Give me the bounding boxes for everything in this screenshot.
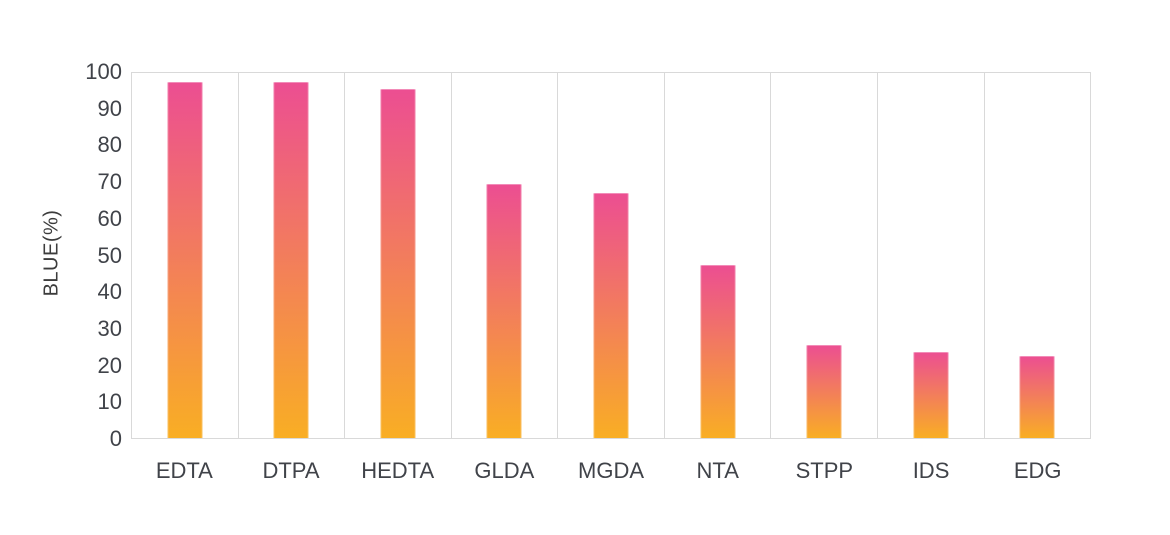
bar-edg [1019, 355, 1055, 438]
bar-glda [486, 184, 522, 438]
x-axis-label-mgda: MGDA [578, 458, 645, 483]
y-axis-tick-label: 30 [97, 315, 122, 341]
y-axis-tick-label: 60 [97, 205, 122, 231]
bar-hedta [380, 89, 416, 438]
plot-column-glda [452, 73, 559, 438]
bar-dtpa [273, 82, 309, 438]
bar-edta [167, 82, 203, 438]
plot-column-edg [985, 73, 1091, 438]
x-axis-labels: EDTA DTPA HEDTA GLDA MGDA NTA STPP IDS EDG [131, 457, 1091, 485]
x-axis-label-edta: EDTA [155, 458, 213, 483]
y-axis-tick-label: 50 [97, 242, 122, 268]
x-axis-label-hedta: HEDTA [361, 458, 435, 483]
y-axis-tick-label: 90 [97, 95, 122, 121]
plot-column-stpp [771, 73, 878, 438]
bar-ids [913, 352, 949, 438]
plot-area [131, 72, 1091, 439]
y-axis-tick-labels: 0 10 20 30 40 50 60 70 80 90 100 [56, 0, 122, 535]
plot-column-ids [878, 73, 985, 438]
y-axis-tick-label: 40 [97, 279, 122, 305]
bar-stpp [806, 344, 842, 438]
y-axis-tick-label: 70 [97, 169, 122, 195]
plot-column-hedta [345, 73, 452, 438]
bar-mgda [593, 193, 629, 438]
x-axis-label-glda: GLDA [474, 458, 535, 483]
plot-column-edta [132, 73, 239, 438]
y-axis-tick-label: 10 [97, 389, 122, 415]
x-axis-label-dtpa: DTPA [262, 458, 320, 483]
bar-nta [700, 264, 736, 438]
y-axis-tick-label: 100 [85, 59, 122, 84]
plot-column-dtpa [239, 73, 346, 438]
x-axis-label-stpp: STPP [795, 458, 854, 483]
plot-column-nta [665, 73, 772, 438]
y-axis-tick-label: 0 [109, 426, 122, 451]
x-axis-label-nta: NTA [696, 458, 739, 483]
y-axis-tick-label: 20 [97, 352, 122, 378]
y-axis-tick-label: 80 [97, 132, 122, 158]
x-axis-label-edg: EDG [1013, 458, 1062, 483]
x-axis-label-ids: IDS [912, 458, 950, 483]
plot-column-mgda [558, 73, 665, 438]
